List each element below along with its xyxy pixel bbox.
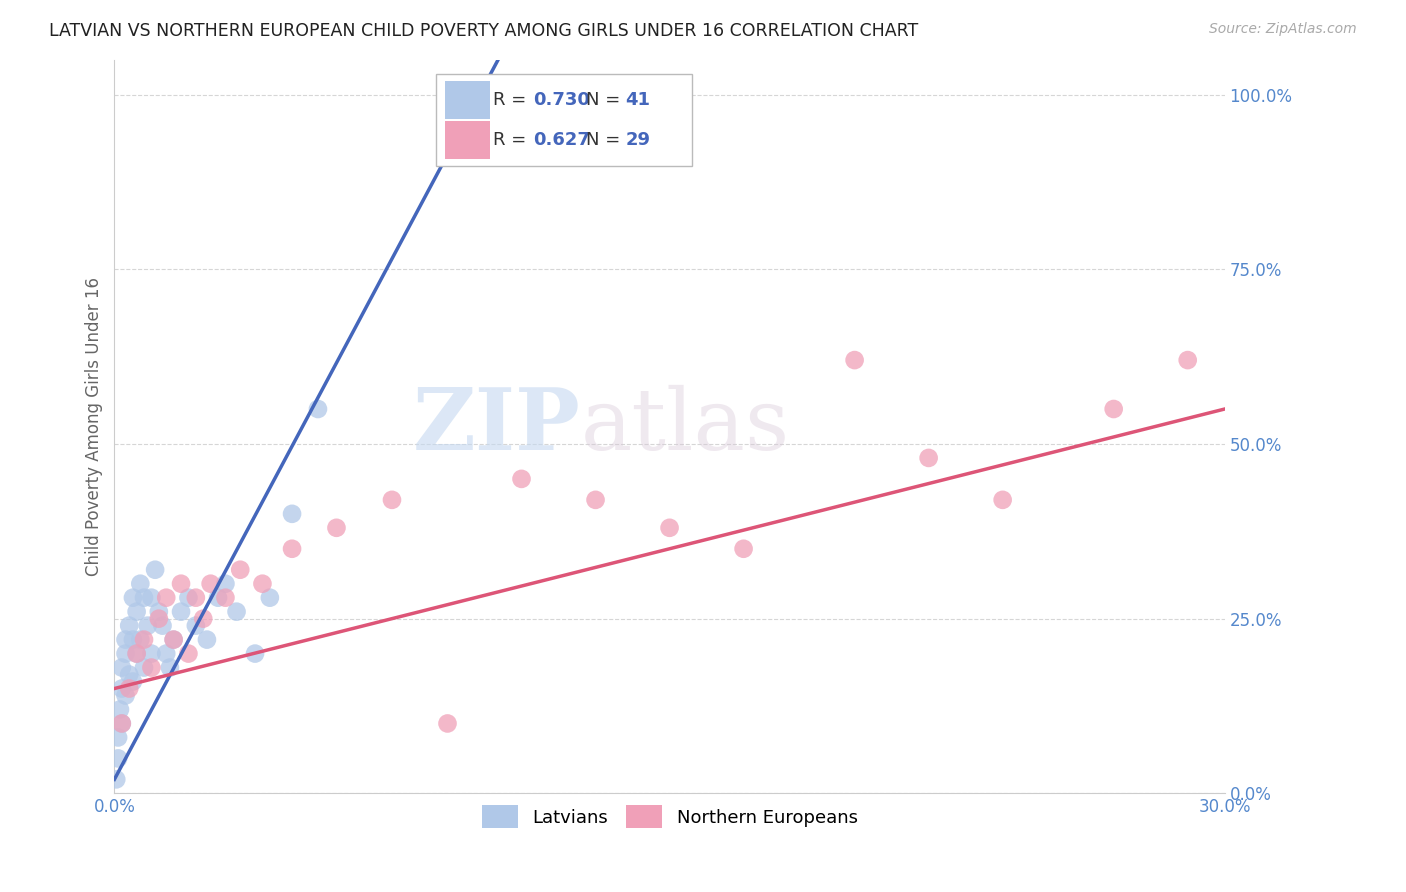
Text: 41: 41 <box>626 91 650 109</box>
Text: LATVIAN VS NORTHERN EUROPEAN CHILD POVERTY AMONG GIRLS UNDER 16 CORRELATION CHAR: LATVIAN VS NORTHERN EUROPEAN CHILD POVER… <box>49 22 918 40</box>
Text: 0.730: 0.730 <box>533 91 591 109</box>
Text: R =: R = <box>494 131 531 149</box>
Point <box>170 605 193 619</box>
Point <box>325 521 347 535</box>
Point <box>585 492 607 507</box>
Point <box>195 632 218 647</box>
Point <box>107 751 129 765</box>
Point <box>114 689 136 703</box>
Point <box>436 716 458 731</box>
Point <box>381 492 404 507</box>
Point <box>259 591 281 605</box>
Point <box>844 353 866 368</box>
Point <box>200 576 222 591</box>
Point <box>184 591 207 605</box>
Legend: Latvians, Northern Europeans: Latvians, Northern Europeans <box>474 798 865 836</box>
Point <box>307 402 329 417</box>
Point <box>118 681 141 696</box>
Point <box>129 632 152 647</box>
Point <box>148 612 170 626</box>
Point <box>118 618 141 632</box>
Point <box>111 716 134 731</box>
Text: 29: 29 <box>626 131 650 149</box>
Point <box>132 632 155 647</box>
Point <box>281 541 304 556</box>
Point <box>733 541 755 556</box>
Point <box>193 612 215 626</box>
Point <box>159 660 181 674</box>
Text: R =: R = <box>494 91 531 109</box>
Point <box>184 618 207 632</box>
Point <box>170 576 193 591</box>
Point <box>122 674 145 689</box>
Point <box>281 507 304 521</box>
Text: N =: N = <box>586 91 626 109</box>
Point <box>152 618 174 632</box>
Text: atlas: atlas <box>581 384 790 468</box>
Point <box>252 576 274 591</box>
FancyBboxPatch shape <box>436 74 692 166</box>
Point <box>114 632 136 647</box>
Point <box>125 647 148 661</box>
Text: Source: ZipAtlas.com: Source: ZipAtlas.com <box>1209 22 1357 37</box>
Point <box>105 772 128 787</box>
Point <box>207 591 229 605</box>
Point <box>111 660 134 674</box>
Point <box>225 605 247 619</box>
Text: ZIP: ZIP <box>413 384 581 468</box>
Point <box>214 591 236 605</box>
Point <box>118 667 141 681</box>
Point <box>125 605 148 619</box>
Point <box>1177 353 1199 368</box>
Point <box>1102 402 1125 417</box>
FancyBboxPatch shape <box>446 81 489 119</box>
Point <box>122 591 145 605</box>
Point <box>510 472 533 486</box>
Point <box>141 660 163 674</box>
Point <box>129 576 152 591</box>
Point <box>132 591 155 605</box>
Point <box>162 632 184 647</box>
Point <box>143 563 166 577</box>
Point <box>125 647 148 661</box>
Point <box>991 492 1014 507</box>
Point <box>155 647 177 661</box>
Point <box>229 563 252 577</box>
Point <box>114 647 136 661</box>
Point <box>108 702 131 716</box>
Point <box>155 591 177 605</box>
Point <box>658 521 681 535</box>
Point <box>917 450 939 465</box>
Point <box>107 731 129 745</box>
Point <box>111 681 134 696</box>
Point <box>162 632 184 647</box>
Y-axis label: Child Poverty Among Girls Under 16: Child Poverty Among Girls Under 16 <box>86 277 103 576</box>
Point <box>148 605 170 619</box>
FancyBboxPatch shape <box>446 121 489 160</box>
Point <box>132 660 155 674</box>
Text: 0.627: 0.627 <box>533 131 591 149</box>
Point <box>177 591 200 605</box>
Point <box>136 618 159 632</box>
Point <box>243 647 266 661</box>
Point <box>111 716 134 731</box>
Point <box>122 632 145 647</box>
Point <box>177 647 200 661</box>
Point <box>141 591 163 605</box>
Text: N =: N = <box>586 131 626 149</box>
Point <box>214 576 236 591</box>
Point <box>141 647 163 661</box>
